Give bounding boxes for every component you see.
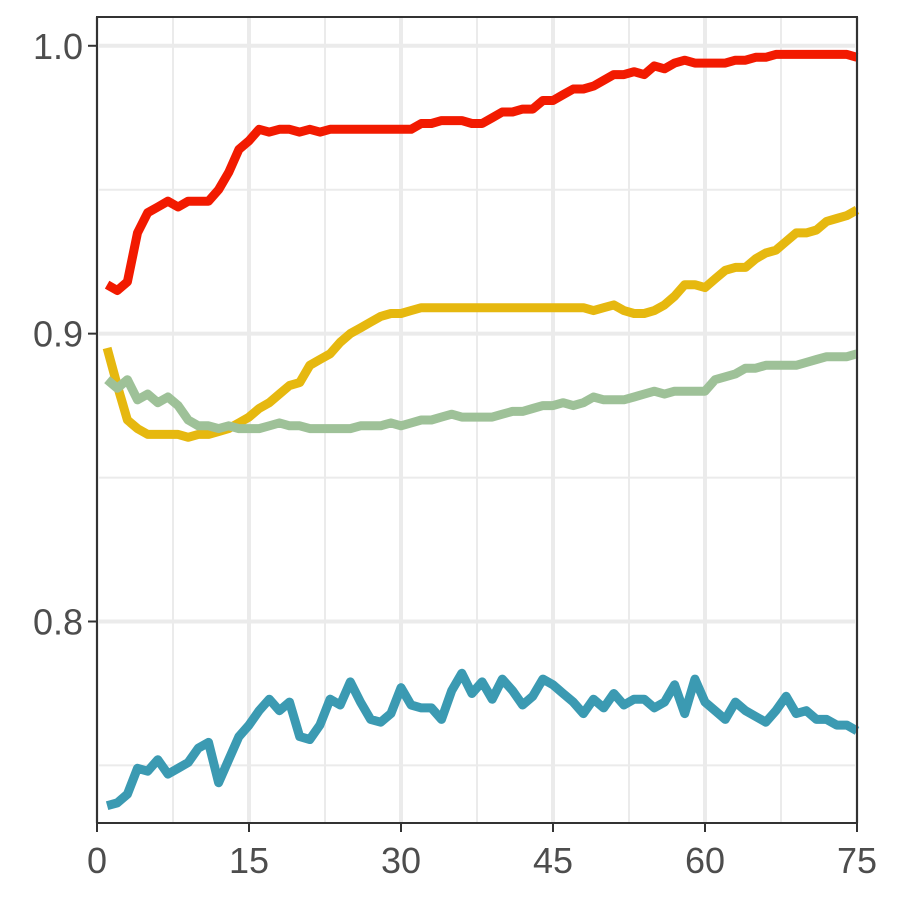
series-line-4 [105, 668, 860, 811]
x-tick-label: 60 [685, 840, 725, 881]
y-tick-label: 0.9 [33, 314, 83, 355]
y-tick-label: 0.8 [33, 602, 83, 643]
y-tick-label: 1.0 [33, 26, 83, 67]
panel-border [96, 16, 858, 824]
x-tick-label: 0 [87, 840, 107, 881]
x-tick-label: 75 [837, 840, 877, 881]
x-tick-label: 30 [381, 840, 421, 881]
x-tick-label: 15 [229, 840, 269, 881]
series-line-1 [104, 49, 859, 295]
series-line-3 [104, 349, 859, 434]
axis-layer: 0.8 0.9 1.0 0 15 30 45 60 75 [33, 26, 877, 881]
series-layer [102, 49, 860, 811]
x-tick-label: 45 [533, 840, 573, 881]
